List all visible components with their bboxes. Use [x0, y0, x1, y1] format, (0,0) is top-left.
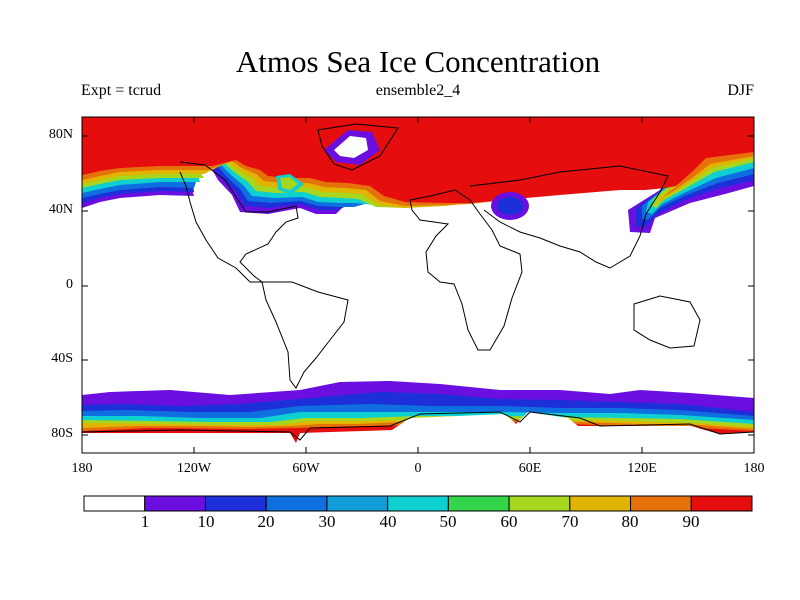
colorbar-swatch — [630, 495, 692, 512]
greenland-coastline — [317, 123, 399, 171]
colorbar-label: 80 — [621, 512, 639, 531]
season-label: DJF — [727, 82, 754, 99]
y-tick-label: 80S — [51, 426, 73, 441]
colorbar-swatch — [387, 495, 449, 512]
antarctica-coastline — [82, 411, 754, 441]
y-tick-label: 40N — [48, 202, 73, 217]
x-tick-label: 60E — [518, 461, 542, 476]
colorbar-swatch — [326, 495, 389, 512]
y-tick-label: 40S — [51, 351, 73, 366]
colorbar-label: 60 — [500, 512, 518, 531]
ensemble-label: ensemble2_4 — [375, 82, 461, 99]
colorbar-label: 50 — [439, 512, 457, 531]
experiment-label: Expt = tcrud — [81, 82, 162, 99]
colorbar-label: 1 — [140, 512, 150, 531]
australia-coastline — [633, 295, 701, 349]
x-tick-label: 180 — [743, 461, 765, 476]
colorbar-label: 90 — [682, 512, 700, 531]
south-america-coastline — [261, 281, 349, 389]
colorbar-label: 20 — [257, 512, 275, 531]
colorbar-label: 40 — [379, 512, 397, 531]
x-tick-label: 0 — [414, 461, 422, 476]
north-america-coastline — [179, 161, 299, 283]
colorbar-swatch — [83, 495, 146, 512]
colorbar-label: 70 — [561, 512, 579, 531]
x-tick-label: 120W — [176, 461, 212, 476]
arctic-sea-ice — [82, 117, 754, 233]
x-tick-label: 60W — [292, 461, 320, 476]
antarctic-sea-ice — [82, 381, 754, 453]
chart-title: Atmos Sea Ice Concentration — [235, 44, 601, 79]
colorbar-swatch — [508, 495, 571, 512]
colorbar-swatch — [447, 495, 510, 512]
colorbar-swatch — [204, 495, 267, 512]
x-tick-label: 180 — [71, 461, 93, 476]
asia-coastline — [469, 165, 669, 269]
y-tick-label: 0 — [66, 277, 73, 292]
europe-africa-coastline — [409, 189, 523, 351]
colorbar-swatch — [569, 495, 632, 512]
y-tick-label: 80N — [48, 127, 73, 142]
map-frame — [81, 116, 755, 454]
colorbar-label: 30 — [318, 512, 336, 531]
colorbar — [83, 495, 753, 512]
coastlines — [82, 123, 754, 441]
colorbar-swatch — [144, 495, 206, 512]
x-tick-label: 120E — [627, 461, 657, 476]
colorbar-swatch — [265, 495, 328, 512]
map-plot — [82, 117, 754, 453]
colorbar-swatch — [690, 495, 753, 512]
colorbar-label: 10 — [197, 512, 215, 531]
